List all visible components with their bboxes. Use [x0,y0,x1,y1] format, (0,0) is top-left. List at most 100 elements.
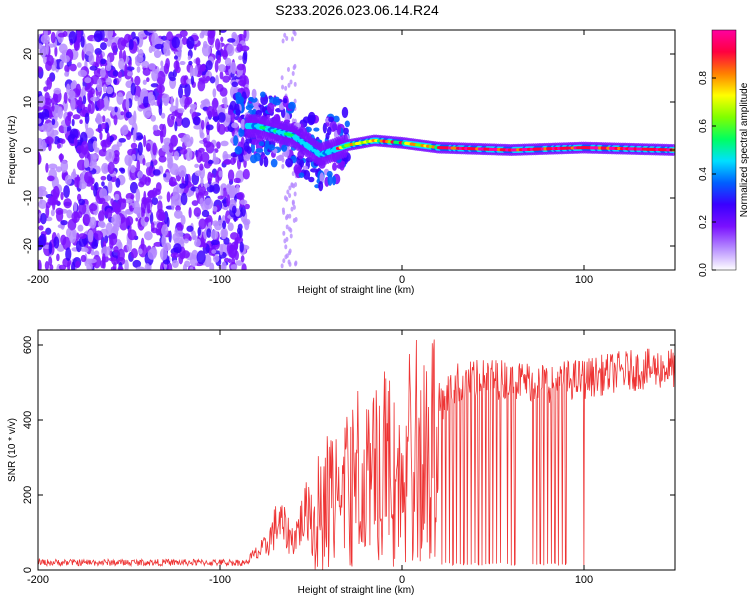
spectrogram-noise-blob [107,180,113,194]
spectrogram-noise-blob [60,138,66,144]
snr-frame [37,329,676,571]
spectrogram-noise-blob [109,238,114,249]
snr-y-tick-label: 200 [22,486,34,504]
spectrogram-noise-blob [150,221,155,232]
spectrogram-transition-blob [243,154,251,162]
spectrogram-noise-blob [154,43,164,50]
spectrogram-noise-blob [132,128,137,143]
spectrogram-noise-blob [197,226,202,236]
spectrogram-noise-blob [292,30,296,35]
spectrogram-noise-blob [75,232,80,241]
spectrogram-transition-blob [298,172,305,179]
spectrogram-noise-blob [189,254,198,267]
figure-title: S233.2026.023.06.14.R24 [275,2,439,18]
spectrogram-noise-blob [218,64,226,73]
spectrogram-noise-blob [46,125,55,139]
spectrogram-noise-blob [214,59,219,73]
spectrogram-noise-blob [60,234,67,246]
spectrogram-noise-blob [156,95,161,107]
spectrogram-noise-blob [45,162,49,173]
spectrogram-noise-blob [220,36,224,42]
spectrogram-noise-blob [227,169,235,182]
spectrogram-noise-blob [138,181,145,188]
snr-y-axis-label: SNR (10 * v/v) [7,418,18,482]
spectrogram-noise-blob [114,205,121,215]
spectrogram-noise-blob [220,140,229,147]
spectrogram-noise-blob [181,36,188,45]
spectrogram-noise-blob [156,70,166,85]
spectrogram-noise-blob [183,238,189,244]
spectrogram-noise-blob [149,211,154,225]
spectrogram-noise-blob [231,205,237,214]
spectrogram-noise-blob [186,36,195,50]
spectrogram-transition-blob [265,137,270,150]
spectrogram-noise-blob [60,191,64,201]
spectrogram-noise-blob [238,55,243,61]
spectrogram-transition-blob [263,156,269,168]
spectrogram-noise-blob [103,37,109,42]
spectrogram-noise-blob [144,216,150,223]
spectrogram-noise-blob [240,255,245,263]
spectrogram-noise-blob [68,31,77,44]
spectrogram-noise-blob [203,253,212,268]
spectrogram-noise-blob [284,244,288,250]
spectrogram-noise-blob [201,30,205,37]
spectrogram-transition-blob [319,172,325,184]
spectrogram-transition-blob [276,155,284,162]
spectrogram-noise-blob [174,169,179,176]
spectrogram-noise-blob [105,156,110,161]
spectrogram-transition-blob [336,124,342,136]
spectrogram-noise-blob [103,95,109,108]
spectrogram-noise-blob [280,75,284,81]
spectrogram-noise-blob [289,233,293,239]
spectrogram-noise-blob [162,123,167,138]
spectrogram-noise-blob [284,85,288,91]
spectrogram-noise-blob [114,106,118,113]
spectrogram-noise-blob [80,140,89,155]
colorbar-scale [711,29,737,271]
spectrogram-noise-blob [288,261,292,267]
spectrogram-noise-blob [99,67,106,78]
spectrogram-noise-blob [70,97,76,111]
spectrogram-noise-blob [221,261,227,270]
spectrogram-noise-blob [153,49,162,59]
spectrogram-noise-blob [191,230,197,241]
spectrogram-noise-blob [90,250,95,256]
spectrogram-noise-blob [212,156,220,165]
spectrogram-noise-blob [50,209,55,217]
spectrogram-noise-blob [141,60,150,68]
spectrogram-noise-blob [196,149,203,163]
spectrogram-noise-blob [125,215,134,226]
spectrogram-noise-blob [287,82,291,88]
spectrogram-noise-blob [126,71,134,77]
spectrogram-noise-blob [207,32,215,46]
spectrogram-noise-blob [63,185,70,198]
spectrogram-noise-blob [290,36,294,42]
spectrogram-noise-blob [82,95,87,105]
spectrogram-noise-blob [46,54,54,66]
spectrogram-noise-blob [224,57,232,67]
spectrogram-transition-blob [318,180,324,192]
spectrogram-noise-blob [244,220,250,231]
spectrogram-noise-blob [84,42,94,56]
spectrogram-noise-blob [180,75,188,86]
spectrogram-noise-blob [227,109,234,116]
spectrogram-noise-blob [203,183,210,188]
spectrogram-noise-blob [136,159,141,174]
spectrogram-noise-blob [148,165,153,174]
spectrogram-noise-blob [239,241,244,253]
spectrogram-noise-blob [56,143,61,149]
spectrogram-transition-blob [288,101,296,110]
spectrogram-noise-blob [210,229,219,240]
spectrogram-noise-blob [177,112,182,119]
spectrogram-noise-blob [152,142,157,156]
spectrogram-noise-blob [230,232,239,240]
spectrogram-noise-blob [288,193,292,199]
spectrogram-y-tick-label: -10 [22,190,34,206]
spectrogram-noise-blob [151,68,159,82]
spectrogram-noise-blob [45,42,49,56]
spectrogram-x-axis-label: Height of straight line (km) [298,285,415,296]
spectrogram-noise-blob [43,101,51,112]
spectrogram-noise-blob [222,75,230,83]
